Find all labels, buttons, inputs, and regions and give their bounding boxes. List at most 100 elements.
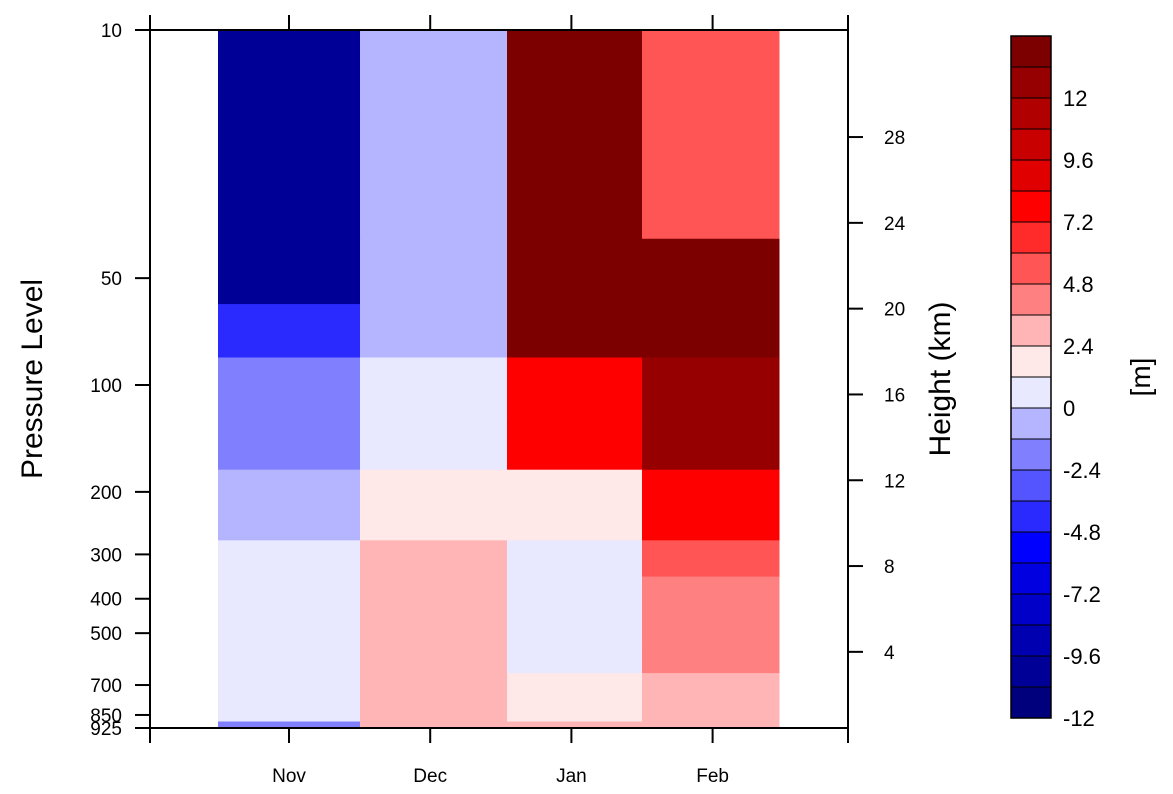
y-axis-height: 4 8 12 16 20 24 28	[848, 128, 906, 664]
y-tick-label: 300	[90, 545, 122, 566]
heatmap-cell	[642, 615, 780, 648]
y2-tick-label: 24	[884, 214, 906, 235]
y-tick-label: 500	[90, 624, 122, 645]
heatmap-cell	[642, 469, 780, 510]
colorbar-swatch	[1011, 284, 1051, 316]
colorbar-swatch	[1011, 377, 1051, 409]
heatmap-cell	[507, 114, 643, 240]
y2-tick-label: 16	[884, 385, 905, 406]
heatmap-cell	[218, 30, 361, 116]
colorbar-label: -2.4	[1063, 458, 1101, 483]
colorbar-swatch	[1011, 594, 1051, 626]
heatmap-cell	[218, 469, 361, 510]
heatmap-cell	[507, 469, 643, 510]
y-tick-label: 200	[90, 483, 122, 504]
heatmap-cell	[507, 540, 643, 578]
colorbar-label: -4.8	[1063, 520, 1101, 545]
heatmap-cell	[507, 416, 643, 471]
heatmap-cell	[360, 615, 508, 648]
x-tick-label: Jan	[556, 766, 587, 787]
heatmap-cell	[642, 647, 780, 674]
y-tick-label: 925	[90, 719, 122, 740]
heatmap-cell	[360, 114, 508, 240]
heatmap-cell	[360, 576, 508, 617]
heatmap-cell	[642, 509, 780, 541]
heatmap-cell	[218, 509, 361, 541]
heatmap-cell	[642, 576, 780, 617]
heatmap-cell	[360, 416, 508, 471]
colorbar-swatch	[1011, 501, 1051, 533]
y2-tick-label: 8	[884, 557, 895, 578]
colorbar-swatch	[1011, 129, 1051, 161]
colorbar-swatch	[1011, 532, 1051, 564]
plot-frame	[149, 29, 849, 729]
colorbar-label: 7.2	[1063, 210, 1094, 235]
y-tick-label: 10	[101, 21, 122, 42]
heatmap-cell	[360, 238, 508, 305]
heatmap-cell	[218, 721, 361, 729]
heatmap-cell	[507, 700, 643, 722]
heatmap-cell	[218, 238, 361, 305]
colorbar-swatch	[1011, 67, 1051, 99]
heatmap-cell	[360, 540, 508, 578]
heatmap-cell	[360, 721, 508, 729]
x-tick-label: Feb	[696, 766, 729, 787]
colorbar-frame	[1010, 35, 1052, 719]
heatmap-cell	[507, 357, 643, 417]
colorbar-label: 2.4	[1063, 334, 1094, 359]
heatmap-cell	[642, 357, 780, 417]
heatmap-cell	[507, 304, 643, 359]
colorbar-swatch	[1011, 625, 1051, 657]
colorbar-swatch	[1011, 470, 1051, 502]
heatmap-cell	[360, 647, 508, 674]
colorbar-swatch	[1011, 656, 1051, 688]
y-axis-label: Pressure Level	[16, 279, 49, 479]
heatmap-cell	[218, 540, 361, 578]
heatmap-cell	[218, 647, 361, 674]
heatmap-cell	[360, 30, 508, 116]
y-tick-label: 700	[90, 676, 122, 697]
heatmap-cell	[218, 304, 361, 359]
colorbar-label: -7.2	[1063, 582, 1101, 607]
heatmap-cell	[507, 238, 643, 305]
heatmap-cell	[507, 673, 643, 701]
colorbar-label: 9.6	[1063, 148, 1094, 173]
colorbar-label: 4.8	[1063, 272, 1094, 297]
heatmap-cell	[642, 721, 780, 729]
heatmap-cell	[360, 304, 508, 359]
colorbar-swatch	[1011, 98, 1051, 130]
y-tick-label: 400	[90, 590, 122, 611]
y2-tick-label: 12	[884, 471, 905, 492]
heatmap-cell	[642, 700, 780, 722]
y2-tick-label: 4	[884, 643, 895, 664]
colorbar-swatch	[1011, 222, 1051, 254]
heatmap-cell	[360, 700, 508, 722]
y2-axis-label: Height (km)	[924, 301, 957, 456]
y-tick-label: 100	[90, 376, 122, 397]
heatmap-cell	[642, 30, 780, 116]
colorbar-label: -12	[1063, 706, 1095, 731]
colorbar-swatch	[1011, 315, 1051, 347]
colorbar-swatch	[1011, 191, 1051, 223]
colorbar-label: 12	[1063, 86, 1087, 111]
colorbar-swatch	[1011, 408, 1051, 440]
x-axis: Nov Dec Jan Feb	[149, 15, 849, 787]
heatmap-cell	[507, 30, 643, 116]
heatmap-cell	[642, 304, 780, 359]
x-tick-label: Nov	[272, 766, 306, 787]
heatmap-cell	[642, 238, 780, 305]
y2-tick-label: 20	[884, 300, 905, 321]
heatmap-cell	[642, 673, 780, 701]
colorbar: 12 9.6 7.2 4.8 2.4 0 -2.4 -4.8 -7.2 -9.6 -12	[1010, 35, 1101, 731]
heatmap-cells	[218, 30, 780, 729]
heatmap-cell	[218, 615, 361, 648]
colorbar-swatch	[1011, 36, 1051, 68]
colorbar-swatch	[1011, 687, 1051, 719]
colorbar-swatch	[1011, 253, 1051, 285]
heatmap-cell	[507, 721, 643, 729]
heatmap-cell	[218, 673, 361, 701]
heatmap-cell	[642, 540, 780, 578]
heatmap-cell	[360, 357, 508, 417]
y2-tick-label: 28	[884, 128, 905, 149]
